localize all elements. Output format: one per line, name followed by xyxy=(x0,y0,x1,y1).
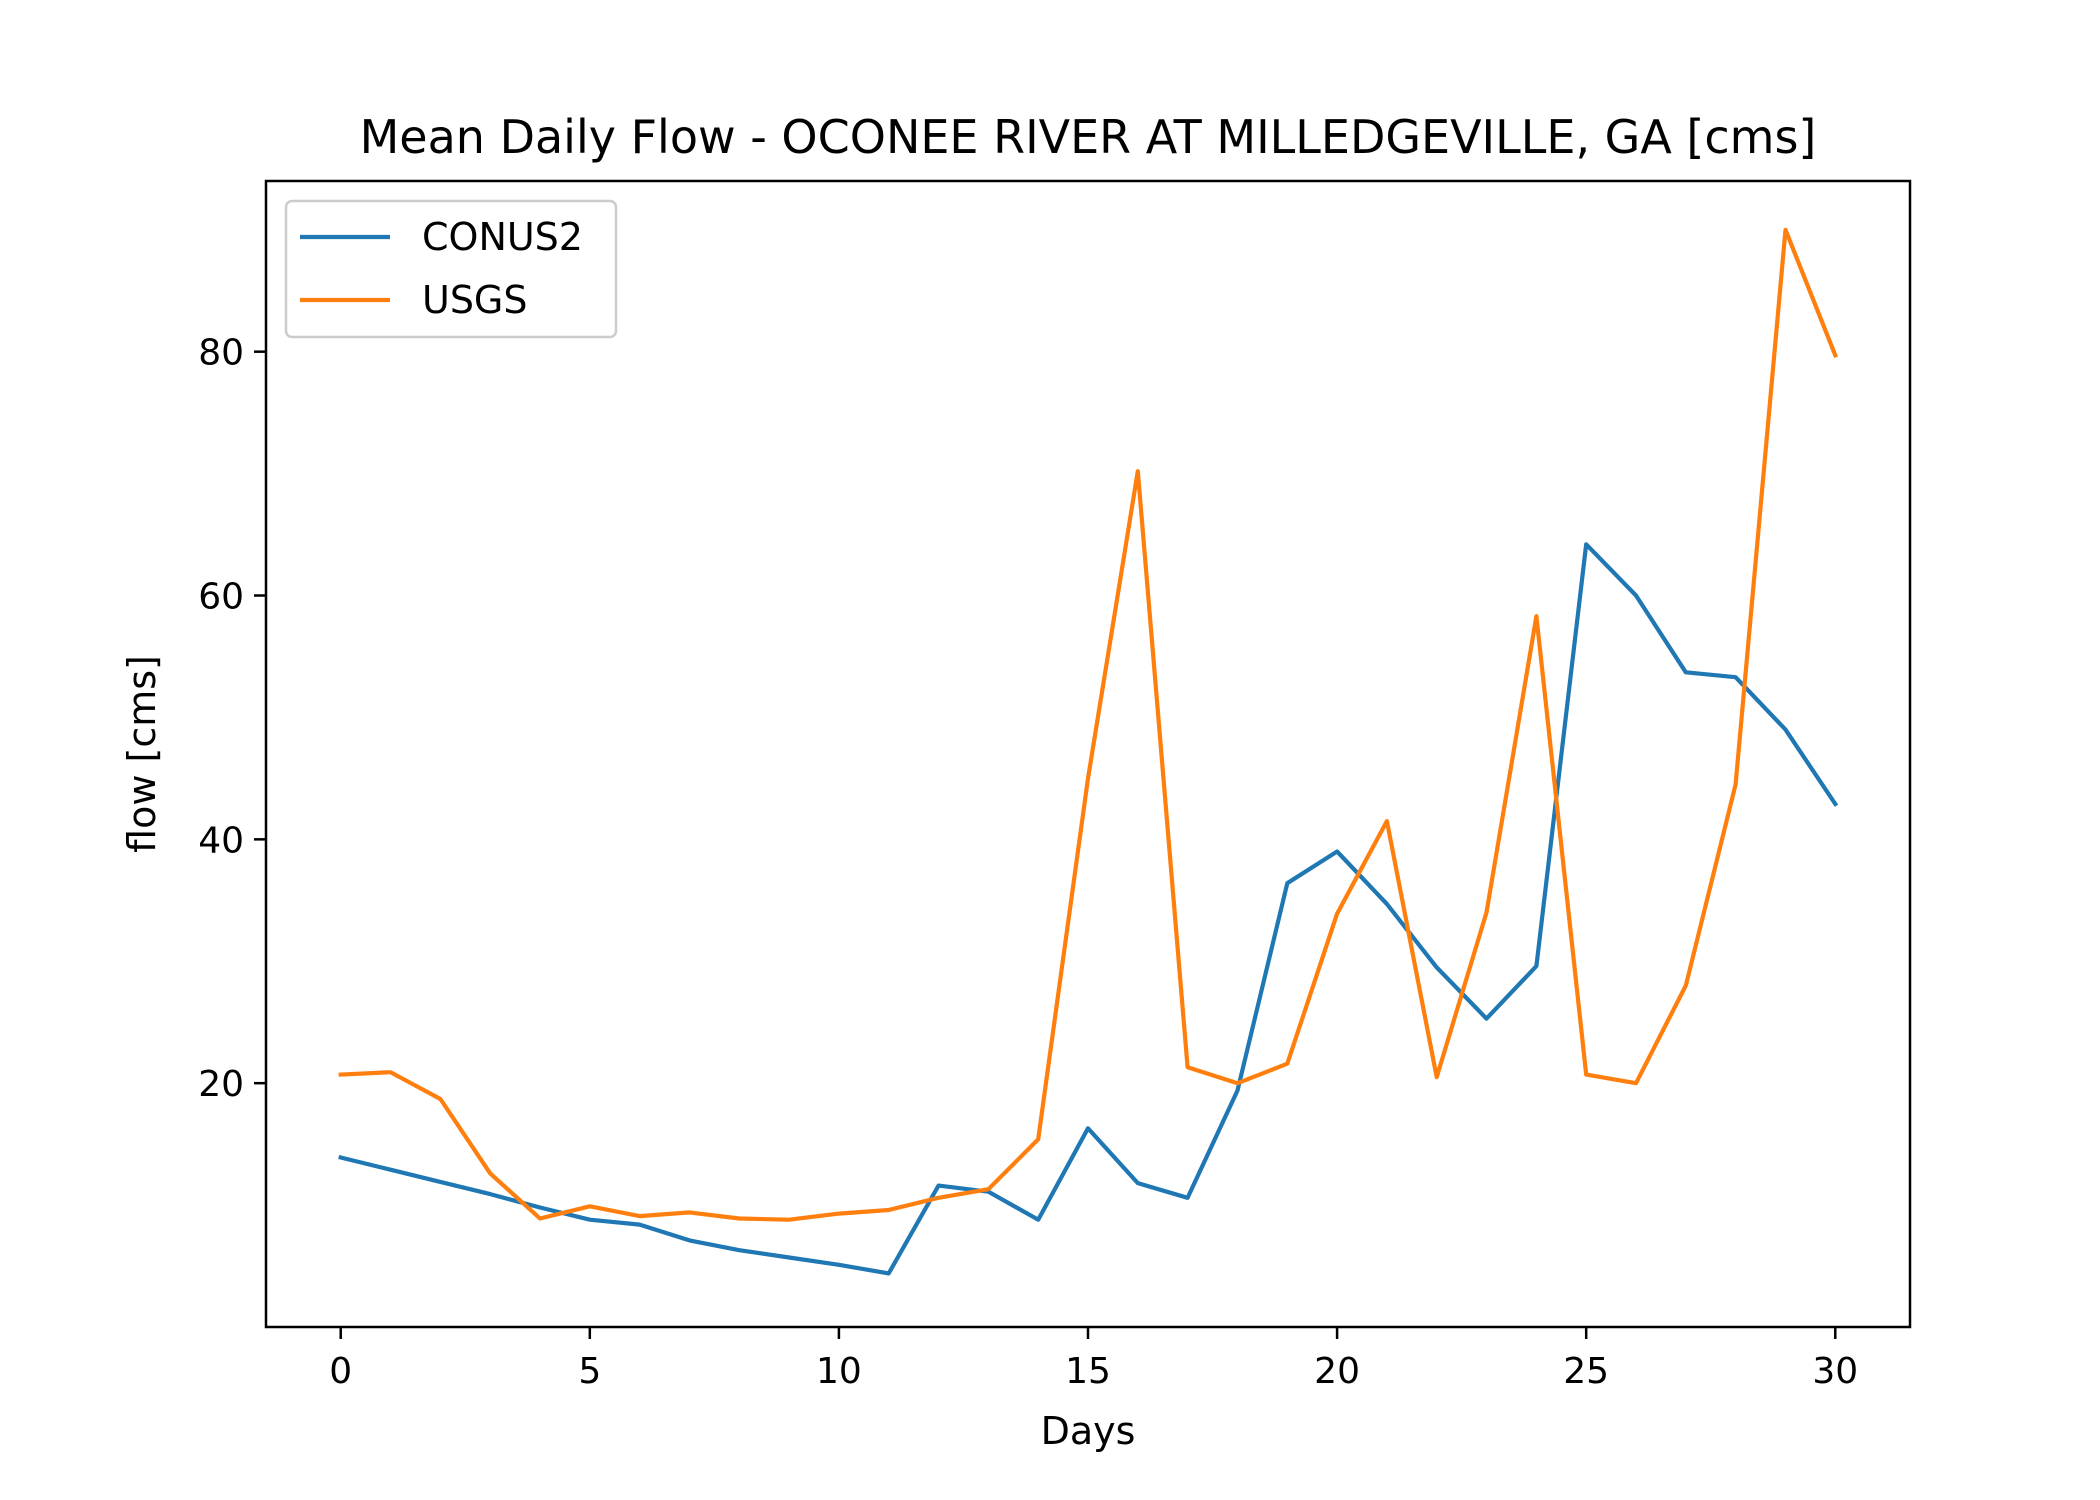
y-axis: 20 40 60 80 xyxy=(198,333,266,1105)
series-line-conus2 xyxy=(338,542,1839,1276)
y-tick-label: 20 xyxy=(198,1064,244,1105)
legend-label-conus2: CONUS2 xyxy=(422,215,583,259)
x-axis: 0 5 10 15 20 25 30 xyxy=(329,1327,1858,1392)
x-tick-label: 0 xyxy=(329,1351,352,1392)
y-axis-label: flow [cms] xyxy=(120,655,164,853)
x-tick-label: 30 xyxy=(1812,1351,1858,1392)
legend: CONUS2 USGS xyxy=(284,199,618,339)
y-tick-label: 80 xyxy=(198,333,244,374)
series-line-usgs xyxy=(338,227,1839,1222)
x-axis-label: Days xyxy=(1041,1409,1136,1453)
x-tick-label: 25 xyxy=(1563,1351,1609,1392)
y-tick-label: 60 xyxy=(198,577,244,618)
y-tick-label: 40 xyxy=(198,820,244,861)
chart-title: Mean Daily Flow - OCONEE RIVER AT MILLED… xyxy=(360,110,1817,164)
x-tick-label: 5 xyxy=(578,1351,601,1392)
x-tick-label: 20 xyxy=(1314,1351,1360,1392)
legend-label-usgs: USGS xyxy=(422,278,528,322)
legend-items: CONUS2 USGS xyxy=(300,215,583,322)
x-tick-label: 15 xyxy=(1065,1351,1111,1392)
series-layer xyxy=(338,227,1839,1276)
x-tick-label: 10 xyxy=(816,1351,862,1392)
